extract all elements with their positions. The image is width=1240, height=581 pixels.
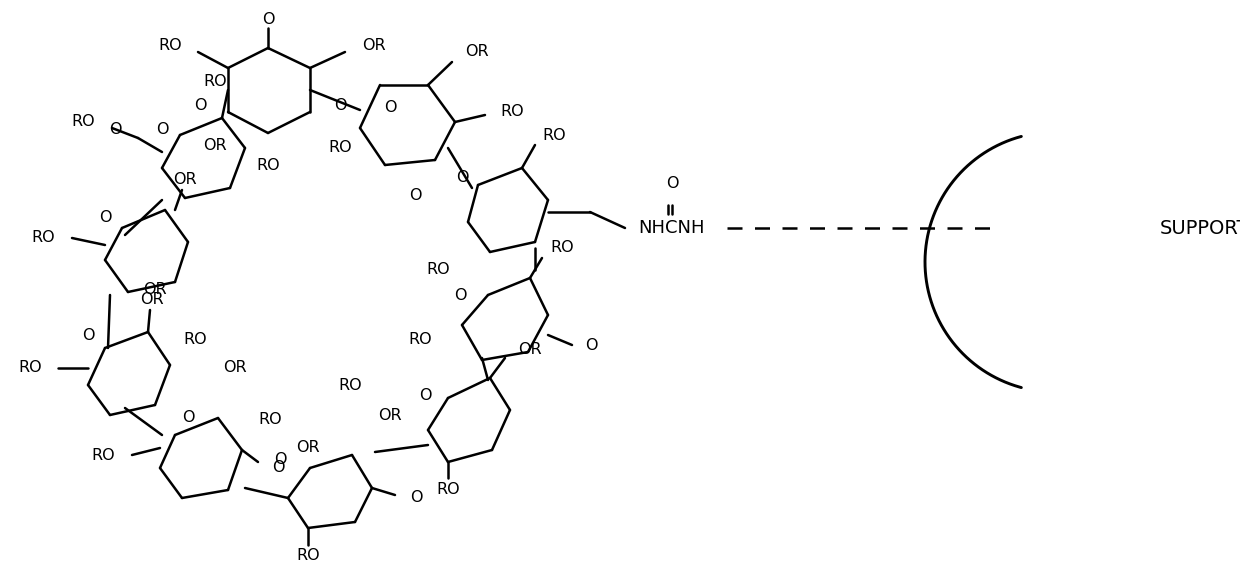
Text: OR: OR <box>223 360 247 375</box>
Text: RO: RO <box>184 332 207 347</box>
Text: RO: RO <box>339 378 362 393</box>
Text: RO: RO <box>408 332 432 347</box>
Text: NHCNH: NHCNH <box>639 219 706 237</box>
Text: RO: RO <box>296 547 320 562</box>
Text: O: O <box>454 288 466 303</box>
Text: OR: OR <box>378 407 402 422</box>
Text: RO: RO <box>258 413 281 428</box>
Text: OR: OR <box>465 45 489 59</box>
Text: O: O <box>334 98 346 113</box>
Text: RO: RO <box>72 114 95 130</box>
Text: SUPPORT: SUPPORT <box>1159 218 1240 238</box>
Text: O: O <box>585 338 598 353</box>
Text: RO: RO <box>500 105 523 120</box>
Text: OR: OR <box>203 138 227 152</box>
Text: RO: RO <box>427 263 450 278</box>
Text: O: O <box>82 328 94 343</box>
Text: OR: OR <box>518 343 542 357</box>
Text: O: O <box>274 453 286 468</box>
Text: O: O <box>109 123 122 138</box>
Text: O: O <box>99 210 112 225</box>
Text: O: O <box>156 123 169 138</box>
Text: RO: RO <box>92 447 115 462</box>
Text: RO: RO <box>31 231 55 246</box>
Text: RO: RO <box>329 141 352 156</box>
Text: RO: RO <box>542 128 565 144</box>
Text: O: O <box>272 461 284 475</box>
Text: O: O <box>409 188 422 203</box>
Text: O: O <box>182 411 195 425</box>
Text: O: O <box>456 170 469 185</box>
Text: O: O <box>193 98 206 113</box>
Text: RO: RO <box>257 157 280 173</box>
Text: OR: OR <box>140 292 164 307</box>
Text: RO: RO <box>436 482 460 497</box>
Text: O: O <box>666 175 678 191</box>
Text: OR: OR <box>174 173 197 188</box>
Text: O: O <box>410 490 423 505</box>
Text: O: O <box>262 13 274 27</box>
Text: OR: OR <box>296 440 320 456</box>
Text: O: O <box>419 388 432 403</box>
Text: OR: OR <box>362 38 386 52</box>
Text: O: O <box>383 101 397 116</box>
Text: RO: RO <box>551 241 574 256</box>
Text: RO: RO <box>159 38 182 52</box>
Text: RO: RO <box>19 360 42 375</box>
Text: RO: RO <box>203 74 227 89</box>
Text: OR: OR <box>143 282 167 297</box>
